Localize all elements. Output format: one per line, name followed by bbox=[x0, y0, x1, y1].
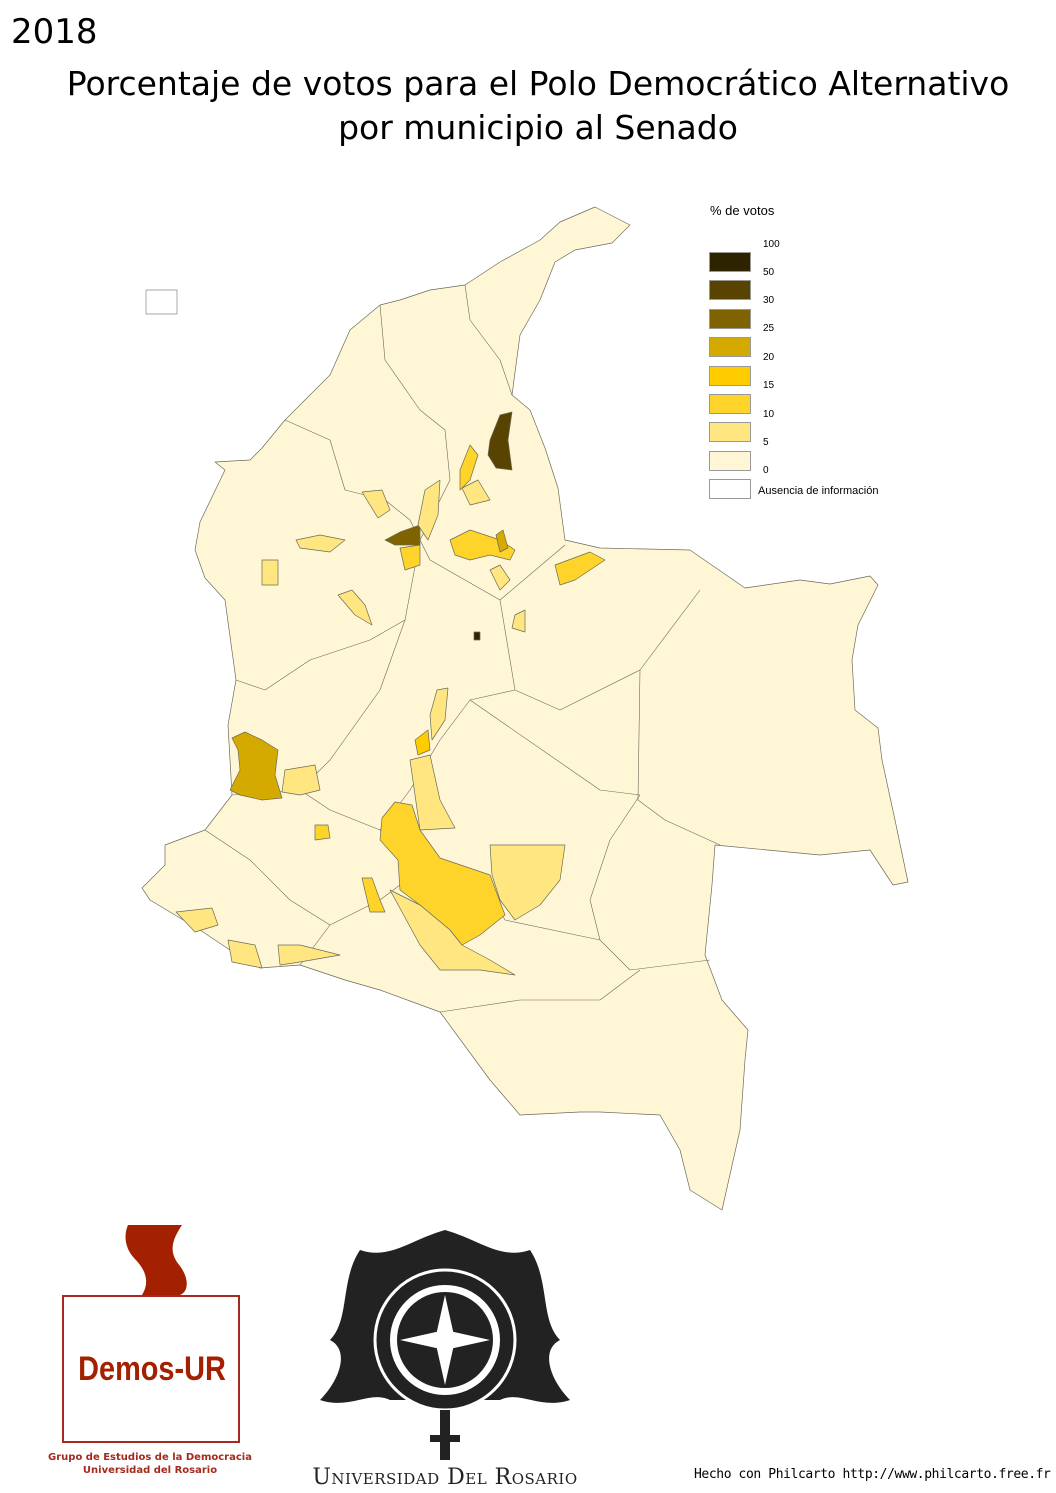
credit-text: Hecho con Philcarto http://www.philcarto… bbox=[694, 1467, 1051, 1482]
legend-swatch bbox=[709, 450, 751, 471]
universidad-del-rosario-logo: Universidad Del Rosario bbox=[300, 1210, 590, 1493]
high-vote-municipalities bbox=[175, 411, 606, 976]
title-line-1: Porcentaje de votos para el Polo Democrá… bbox=[66, 64, 1010, 103]
demos-ballot-box bbox=[62, 1295, 240, 1443]
map-year: 2018 bbox=[11, 12, 98, 52]
university-name: Universidad Del Rosario bbox=[312, 1465, 578, 1490]
demos-ur-logo: Demos-UR Grupo de Estudios de la Democra… bbox=[40, 1222, 280, 1482]
legend-break: 30 bbox=[763, 295, 775, 306]
rosario-crest-icon bbox=[320, 1230, 570, 1460]
colombia-territory bbox=[141, 206, 909, 1211]
legend-swatch bbox=[709, 308, 751, 329]
legend-break: 5 bbox=[763, 437, 769, 448]
demos-subtitle-2: Universidad del Rosario bbox=[82, 1465, 218, 1476]
legend-break: 100 bbox=[763, 239, 780, 250]
legend-swatch bbox=[709, 422, 751, 443]
legend-swatch bbox=[709, 365, 751, 386]
demos-wordmark: Demos-UR bbox=[78, 1350, 226, 1388]
legend-break: 20 bbox=[763, 352, 775, 363]
legend-break: 10 bbox=[763, 409, 775, 420]
demos-flag-icon bbox=[125, 1225, 187, 1295]
legend-title: % de votos bbox=[710, 203, 775, 218]
title-line-2: por municipio al Senado bbox=[338, 108, 738, 147]
demos-subtitle-1: Grupo de Estudios de la Democracia bbox=[48, 1452, 252, 1463]
legend-swatch bbox=[709, 337, 751, 358]
legend-swatch bbox=[709, 394, 751, 414]
legend-swatch-no-data bbox=[709, 479, 751, 499]
san-andres-inset bbox=[145, 289, 178, 315]
legend-swatch bbox=[709, 252, 751, 272]
legend-break: 15 bbox=[763, 380, 775, 391]
map-title: Porcentaje de votos para el Polo Democrá… bbox=[0, 62, 1056, 150]
legend-no-data-label: Ausencia de información bbox=[758, 485, 879, 497]
legend-break: 25 bbox=[763, 323, 775, 334]
legend-swatch bbox=[709, 280, 751, 301]
legend-break: 50 bbox=[763, 267, 775, 278]
legend-break: 0 bbox=[763, 465, 769, 476]
